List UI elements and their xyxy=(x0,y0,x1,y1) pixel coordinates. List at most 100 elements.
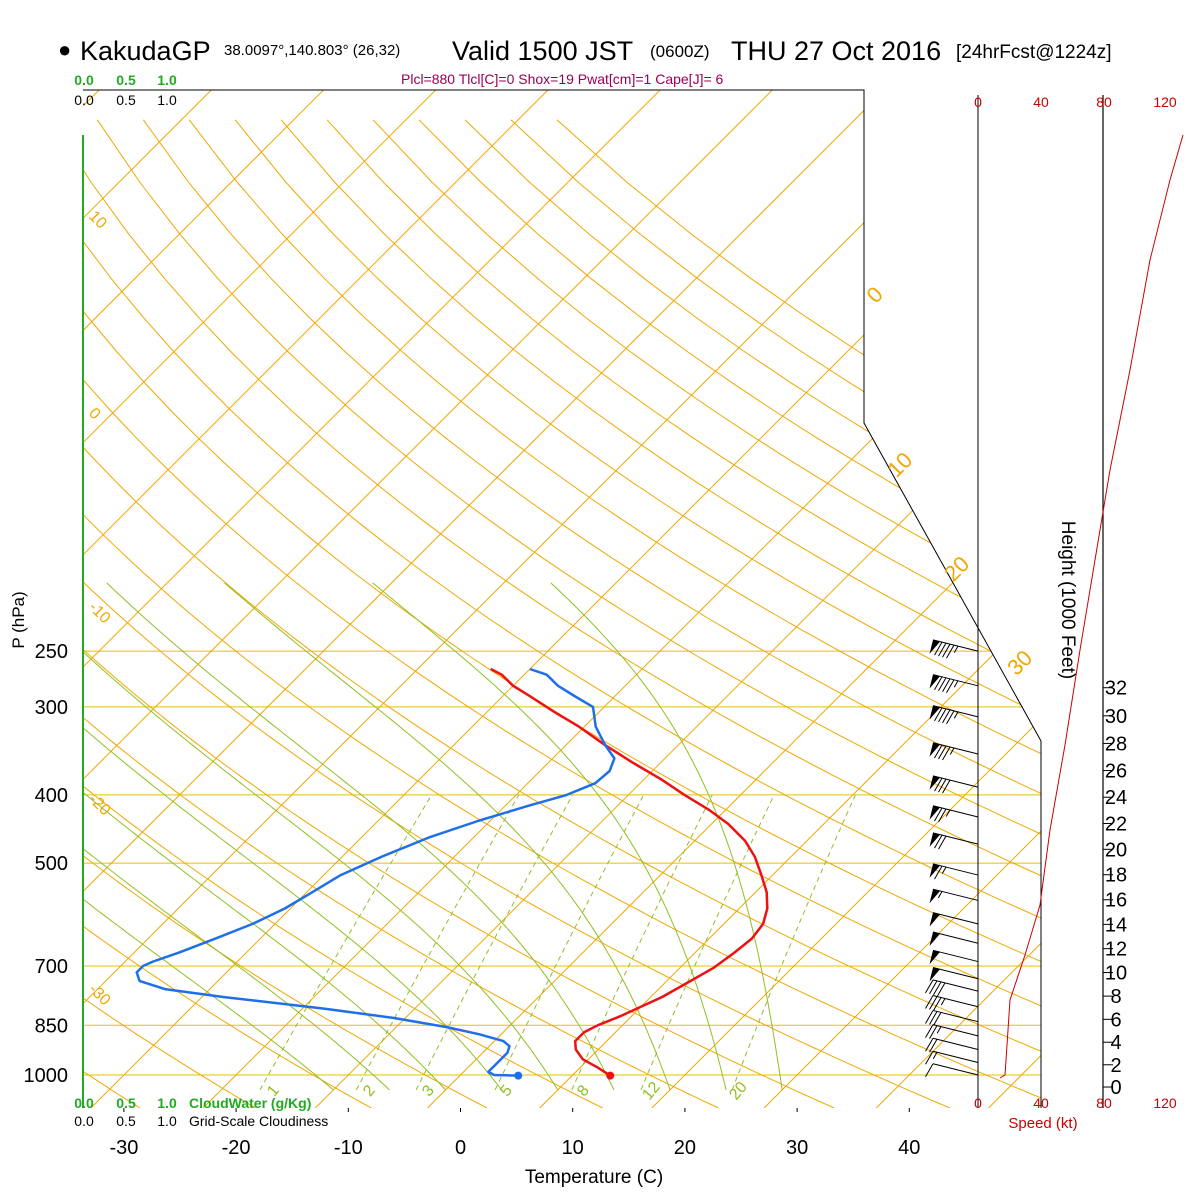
temp-tick-label: 10 xyxy=(562,1137,584,1159)
dewpoint-line xyxy=(135,667,616,1077)
mixing-ratio-label: 2 xyxy=(360,1082,379,1100)
wind-barb xyxy=(925,1050,979,1065)
height-tick-label: 0 xyxy=(1110,1077,1121,1099)
moist-adiabat xyxy=(106,582,615,1091)
barb-staff xyxy=(932,995,979,1008)
dry-adiabat xyxy=(510,119,1041,1108)
barb-full xyxy=(925,1038,934,1052)
speed-tick-top: 120 xyxy=(1153,94,1177,110)
barb-staff xyxy=(932,1024,979,1037)
isotherm-line xyxy=(539,90,1041,1108)
barb-half xyxy=(945,809,951,817)
barb-staff xyxy=(932,805,979,818)
dry-adiabat xyxy=(142,119,1041,1108)
isotherm-line xyxy=(988,90,1041,1108)
cloud-water-scale-top: 0.5 xyxy=(116,72,136,88)
cloudiness-scale-bottom: 0.0 xyxy=(74,1113,94,1129)
dry-adiabat xyxy=(83,119,835,1108)
barb-full xyxy=(934,807,943,822)
wind-barb xyxy=(925,995,979,1011)
moist-adiabat xyxy=(83,582,390,1091)
barb-flag xyxy=(929,967,940,982)
barb-full xyxy=(933,1012,942,1026)
height-tick-label: 22 xyxy=(1105,813,1127,835)
barb-half xyxy=(953,711,959,719)
barb-staff xyxy=(932,979,979,992)
barb-full xyxy=(938,778,947,793)
wind-barb xyxy=(929,832,979,850)
barb-full xyxy=(929,980,938,995)
speed-tick-top: 40 xyxy=(1033,94,1049,110)
dry-adiabat xyxy=(188,119,1041,1108)
isotherm-line xyxy=(202,90,1041,1108)
cloudiness-label: Grid-Scale Cloudiness xyxy=(189,1113,328,1129)
barb-full xyxy=(925,1051,934,1065)
temp-tick-label: 30 xyxy=(786,1137,808,1159)
dry-adiabat xyxy=(280,119,1041,1108)
barb-full xyxy=(929,1011,938,1025)
plot-border xyxy=(83,89,1042,1108)
barb-full xyxy=(938,677,947,692)
wind-barb xyxy=(929,863,979,880)
height-tick-label: 26 xyxy=(1105,761,1127,783)
temp-tick-label: 40 xyxy=(898,1137,920,1159)
isotherm-line xyxy=(763,90,1041,1108)
barb-staff xyxy=(932,674,979,687)
isotherm-label: -30 xyxy=(85,981,113,1009)
height-tick-label: 32 xyxy=(1105,678,1127,700)
mixing-ratio-label: 3 xyxy=(419,1082,438,1100)
height-tick-label: 28 xyxy=(1105,733,1127,755)
isotherm-line xyxy=(83,90,549,1108)
barb-staff xyxy=(932,931,979,944)
barb-full xyxy=(925,979,934,994)
stability-indices: Plcl=880 Tlcl[C]=0 Shox=19 Pwat[cm]=1 Ca… xyxy=(401,71,724,87)
dry-adiabat xyxy=(234,119,1041,1108)
temp-tick-label: -20 xyxy=(222,1137,251,1159)
dry-adiabat xyxy=(83,119,256,1108)
moist-adiabat xyxy=(550,582,783,1090)
moist-adiabat xyxy=(83,582,446,1091)
barb-half xyxy=(953,680,959,688)
mixing-ratio-line xyxy=(259,794,433,1091)
barb-full xyxy=(925,1024,934,1038)
mixing-ratio-line xyxy=(731,794,856,1091)
barb-staff xyxy=(932,775,979,788)
speed-tick-top: 0 xyxy=(974,94,982,110)
dry-adiabat xyxy=(83,119,951,1108)
barb-full xyxy=(946,710,955,725)
barb-full xyxy=(933,997,942,1011)
bottom-scales: 0.0 0.0 0.0 0.0 0.5 0.5 0.5 0.5 1.0 1.0 1.0 1.0 Clou… xyxy=(74,72,328,1129)
pressure-label-1000: 1000 xyxy=(24,1065,69,1087)
barb-full xyxy=(934,676,943,691)
height-tick-label: 24 xyxy=(1105,787,1127,809)
barb-half xyxy=(937,891,943,899)
cloudiness-scale-bottom: 0.5 xyxy=(116,1113,136,1129)
moist-adiabat xyxy=(83,582,503,1091)
wind-barb xyxy=(929,967,979,982)
height-tick-label: 8 xyxy=(1110,986,1121,1008)
wind-barb xyxy=(929,705,979,725)
cloudiness-scale-bottom: 1.0 xyxy=(157,1113,177,1129)
barb-half xyxy=(941,866,947,874)
station-coords: 38.0097°,140.803° (26,32) xyxy=(224,42,400,59)
isotherm-line xyxy=(875,90,1041,1108)
wind-barb xyxy=(925,1009,979,1026)
wind-barb xyxy=(925,1063,979,1077)
height-tick-label: 10 xyxy=(1105,963,1127,985)
mixing-ratio-line xyxy=(640,794,775,1091)
barb-flag xyxy=(929,805,940,820)
dry-adiabat xyxy=(83,119,1041,1108)
cloudiness-scale-top: 1.0 xyxy=(157,92,177,108)
plot-frame xyxy=(82,89,1042,1108)
barb-flag xyxy=(929,950,940,965)
barb-staff xyxy=(932,1063,979,1076)
pressure-label-400: 400 xyxy=(35,785,68,807)
pressure-label-300: 300 xyxy=(35,697,68,719)
barb-full xyxy=(934,707,943,722)
barb-staff xyxy=(932,1009,979,1023)
isotherm-line xyxy=(83,90,212,1108)
barb-half xyxy=(940,998,946,1006)
height-tick-label: 6 xyxy=(1110,1009,1121,1031)
